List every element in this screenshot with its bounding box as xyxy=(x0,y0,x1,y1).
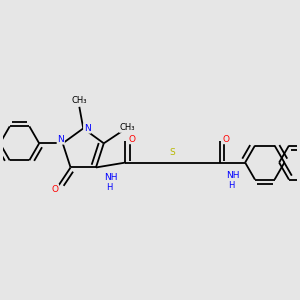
Text: O: O xyxy=(223,134,230,143)
Text: NH: NH xyxy=(226,171,239,180)
Text: CH₃: CH₃ xyxy=(120,123,135,132)
Text: NH: NH xyxy=(104,173,117,182)
Text: S: S xyxy=(169,148,175,157)
Text: N: N xyxy=(57,135,64,144)
Text: N: N xyxy=(84,124,91,133)
Text: H: H xyxy=(106,183,113,192)
Text: H: H xyxy=(228,181,235,190)
Text: O: O xyxy=(51,184,58,194)
Text: CH₃: CH₃ xyxy=(72,96,87,105)
Text: O: O xyxy=(129,134,136,143)
